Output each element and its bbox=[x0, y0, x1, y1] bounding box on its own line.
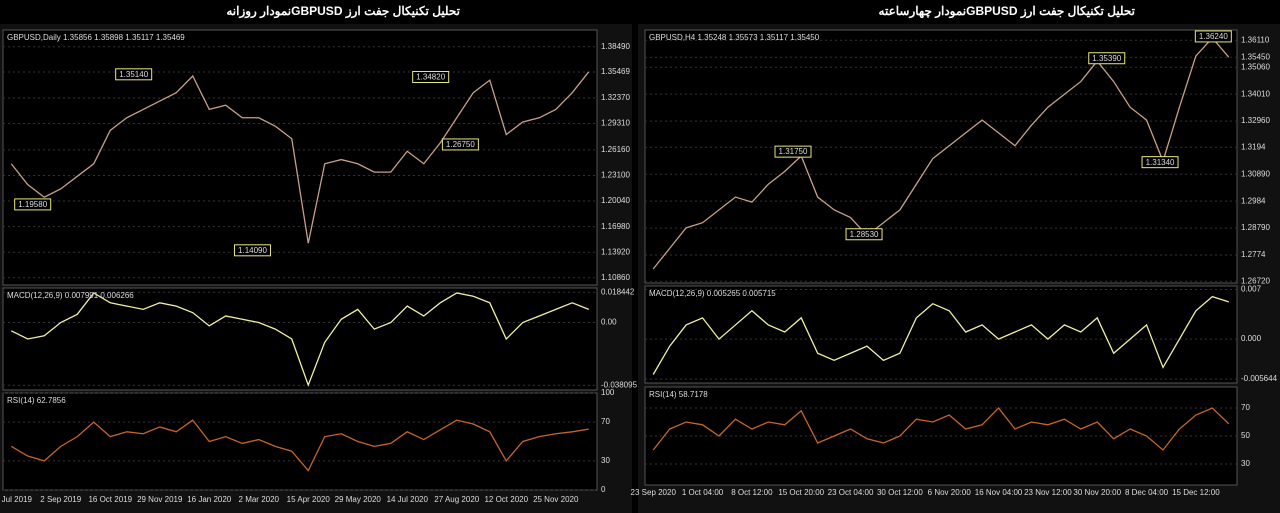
y-tick-label: 1.2774 bbox=[1241, 250, 1266, 259]
y-tick-label: -0.005644 bbox=[1241, 374, 1278, 383]
y-tick-label: 100 bbox=[601, 388, 615, 397]
y-tick-label: 1.10860 bbox=[601, 273, 630, 282]
x-tick-label: 23 Oct 04:00 bbox=[828, 488, 874, 497]
series-line bbox=[10, 292, 589, 387]
series-line bbox=[652, 36, 1230, 270]
price-label: 1.19580 bbox=[18, 200, 47, 209]
y-tick-label: 1.35469 bbox=[601, 67, 630, 76]
plot-area bbox=[644, 29, 1238, 284]
y-tick-label: 1.26720 bbox=[1241, 276, 1270, 285]
x-tick-label: 15 Apr 2020 bbox=[287, 495, 331, 504]
header: تحليل تكنيكال جفت ارز GBPUSDنمودار چهارس… bbox=[879, 4, 1136, 19]
price-label: 1.31340 bbox=[1146, 158, 1175, 167]
x-tick-label: 16 Oct 2019 bbox=[88, 495, 132, 504]
y-tick-label: 1.38490 bbox=[601, 42, 630, 51]
price-label-box bbox=[412, 70, 450, 83]
y-tick-label: 1.23100 bbox=[601, 171, 630, 180]
panel-title: GBPUSD,Daily 1.35856 1.35898 1.35117 1.3… bbox=[7, 33, 185, 42]
panel-title: RSI(14) 62.7856 bbox=[7, 396, 66, 405]
y-tick-label: 30 bbox=[1241, 459, 1250, 468]
y-tick-label: 1.13920 bbox=[601, 247, 630, 256]
x-tick-label: 16 Jan 2020 bbox=[187, 495, 232, 504]
price-label-box bbox=[14, 198, 52, 211]
x-tick-label: 30 Oct 12:00 bbox=[877, 488, 923, 497]
price-label-box bbox=[774, 145, 812, 158]
x-tick-label: 12 Oct 2020 bbox=[484, 495, 528, 504]
price-label: 1.34820 bbox=[416, 73, 445, 82]
x-tick-label: 1 Oct 04:00 bbox=[682, 488, 724, 497]
y-tick-label: 1.28790 bbox=[1241, 223, 1270, 232]
price-label-box bbox=[441, 138, 479, 151]
y-tick-label: 30 bbox=[601, 456, 610, 465]
x-tick-label: 15 Dec 12:00 bbox=[1172, 488, 1220, 497]
y-tick-label: 1.30890 bbox=[1241, 169, 1270, 178]
plot-area bbox=[2, 287, 598, 391]
y-tick-label: 1.16980 bbox=[601, 222, 630, 231]
panel-title: MACD(12,26,9) 0.005265 0.005715 bbox=[649, 289, 776, 298]
x-tick-label: 16 Nov 04:00 bbox=[975, 488, 1023, 497]
plot-area bbox=[2, 392, 598, 491]
x-tick-label: 6 Nov 20:00 bbox=[928, 488, 972, 497]
price-label: 1.36240 bbox=[1199, 32, 1228, 41]
x-tick-label: 14 Jul 2020 bbox=[387, 495, 429, 504]
panel-title: GBPUSD,H4 1.35248 1.35573 1.35117 1.3545… bbox=[649, 33, 820, 42]
series-line bbox=[652, 295, 1229, 375]
y-tick-label: 1.35060 bbox=[1241, 62, 1270, 71]
y-tick-label: 1.20040 bbox=[601, 196, 630, 205]
price-label: 1.35390 bbox=[1092, 54, 1121, 63]
price-label: 1.26750 bbox=[446, 140, 475, 149]
y-tick-label: 50 bbox=[1241, 431, 1250, 440]
y-tick-label: -0.038095 bbox=[601, 380, 638, 389]
x-tick-label: 27 Aug 2020 bbox=[434, 495, 479, 504]
y-tick-label: 0 bbox=[601, 485, 606, 494]
y-tick-label: 1.34010 bbox=[1241, 89, 1270, 98]
x-tick-label: 30 Nov 20:00 bbox=[1073, 488, 1121, 497]
price-label: 1.35140 bbox=[119, 70, 148, 79]
y-tick-label: 1.36110 bbox=[1241, 35, 1270, 44]
y-tick-label: 1.32960 bbox=[1241, 116, 1270, 125]
series-line bbox=[10, 71, 590, 244]
price-label: 1.31750 bbox=[779, 147, 808, 156]
price-label-box bbox=[1088, 52, 1126, 65]
x-tick-label: 2 Sep 2019 bbox=[40, 495, 81, 504]
panel-title: RSI(14) 58.7178 bbox=[649, 390, 708, 399]
price-label-box bbox=[1141, 156, 1179, 169]
price-label-box bbox=[1194, 30, 1232, 43]
x-tick-label: 8 Dec 04:00 bbox=[1125, 488, 1169, 497]
x-tick-label: 25 Nov 2020 bbox=[533, 495, 579, 504]
x-tick-label: 2 Mar 2020 bbox=[239, 495, 280, 504]
header: تحليل تكنيكال جفت ارز GBPUSDنمودار روزان… bbox=[226, 4, 460, 19]
y-tick-label: 1.26160 bbox=[601, 145, 630, 154]
y-tick-label: 0.00 bbox=[601, 318, 617, 327]
x-tick-label: 23 Nov 12:00 bbox=[1024, 488, 1072, 497]
series-line bbox=[652, 407, 1230, 451]
price-label-box bbox=[115, 68, 153, 81]
y-tick-label: 0.007 bbox=[1241, 285, 1262, 294]
y-tick-label: 0.018442 bbox=[601, 287, 635, 296]
price-label-box bbox=[233, 244, 271, 257]
y-tick-label: 0.000 bbox=[1241, 334, 1262, 343]
y-tick-label: 1.3194 bbox=[1241, 142, 1266, 151]
y-tick-label: 70 bbox=[1241, 403, 1250, 412]
x-tick-label: 23 Sep 2020 bbox=[631, 488, 677, 497]
x-tick-label: 29 May 2020 bbox=[335, 495, 382, 504]
series-line bbox=[10, 419, 589, 472]
y-tick-label: 1.32370 bbox=[601, 93, 630, 102]
y-tick-label: 1.2984 bbox=[1241, 196, 1266, 205]
x-tick-label: 15 Oct 20:00 bbox=[778, 488, 824, 497]
price-label-box bbox=[845, 228, 883, 241]
y-tick-label: 1.35450 bbox=[1241, 52, 1270, 61]
y-tick-label: 70 bbox=[601, 417, 610, 426]
price-label: 1.28530 bbox=[850, 230, 879, 239]
x-tick-label: 8 Oct 12:00 bbox=[731, 488, 773, 497]
x-tick-label: 18 Jul 2019 bbox=[0, 495, 32, 504]
panel-title: MACD(12,26,9) 0.007991 0.006266 bbox=[7, 291, 134, 300]
y-tick-label: 1.29310 bbox=[601, 119, 630, 128]
plot-area bbox=[2, 29, 598, 286]
price-label: 1.14090 bbox=[238, 246, 267, 255]
x-tick-label: 29 Nov 2019 bbox=[137, 495, 183, 504]
plot-area bbox=[644, 285, 1238, 384]
